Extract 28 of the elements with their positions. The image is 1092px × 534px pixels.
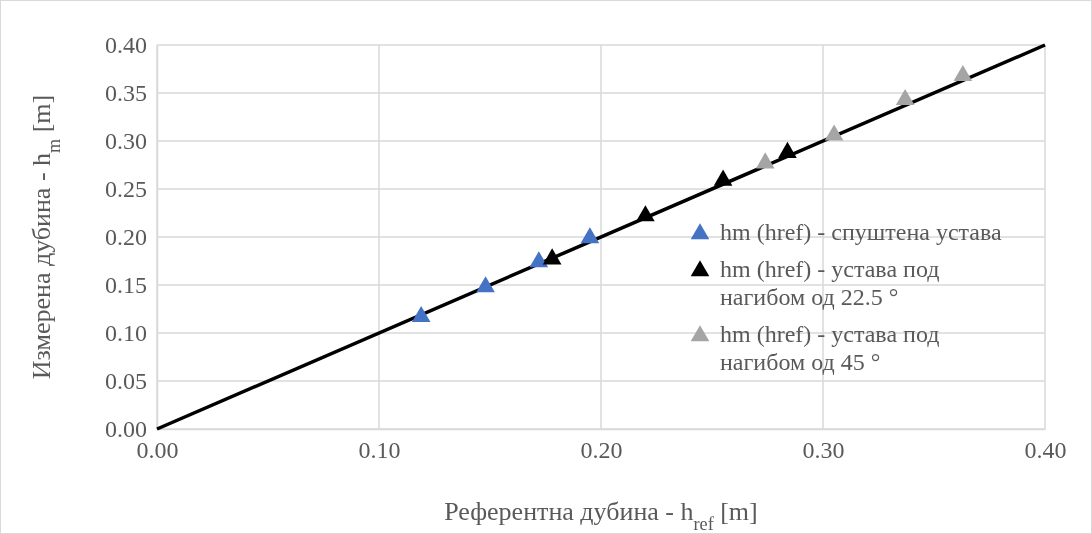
x-tick-label: 0.40: [1024, 437, 1067, 464]
y-tick-label: 0.25: [105, 176, 147, 203]
y-tick-label: 0.40: [105, 32, 147, 59]
point: [953, 64, 973, 82]
point: [580, 227, 600, 244]
point: [529, 251, 549, 268]
legend-label: hm (href) - спуштена устава: [720, 219, 1002, 245]
point: [411, 305, 431, 323]
y-tick-label: 0.20: [105, 224, 147, 251]
x-axis-title: Референтна дубина - h$_{ref}$ [m]: [444, 497, 758, 534]
point: [895, 88, 915, 106]
point: [824, 124, 844, 141]
y-tick-label: 0.10: [105, 320, 147, 347]
x-tick-label: 0.10: [358, 437, 401, 464]
legend-label: hm (href) - устава под нагибом од 22.5 °: [720, 256, 940, 310]
legend-label: hm (href) - устава под нагибом од 45 °: [720, 321, 940, 375]
point: [476, 276, 495, 293]
point: [778, 141, 797, 158]
point: [636, 205, 655, 222]
y-tick-label: 0.05: [105, 368, 147, 395]
point: [755, 152, 775, 169]
y-tick-label: 0.30: [105, 128, 147, 155]
point: [542, 248, 562, 265]
x-tick-label: 0.20: [580, 437, 623, 464]
point: [713, 169, 733, 186]
x-tick-label: 0.30: [802, 437, 845, 464]
y-tick-label: 0.35: [105, 80, 147, 107]
y-tick-label: 0.15: [105, 272, 147, 299]
